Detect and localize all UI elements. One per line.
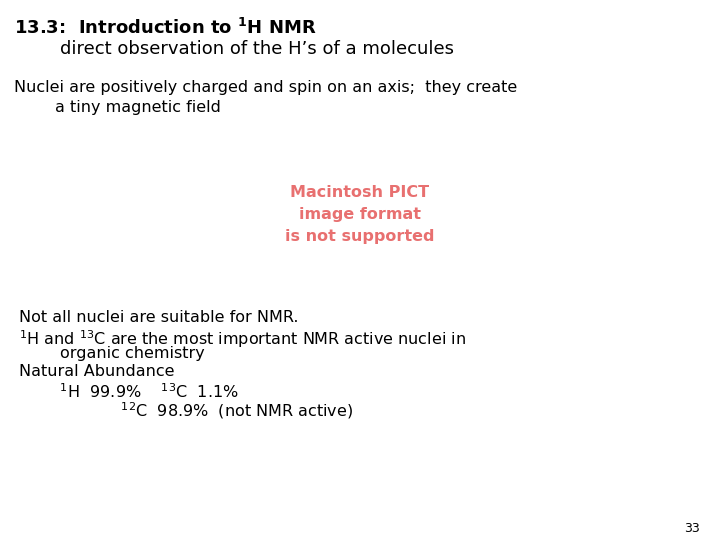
Text: Macintosh PICT
image format
is not supported: Macintosh PICT image format is not suppo… <box>285 185 435 245</box>
Text: Nuclei are positively charged and spin on an axis;  they create: Nuclei are positively charged and spin o… <box>14 80 517 95</box>
Text: $\mathregular{^{12}}$C  98.9%  (not NMR active): $\mathregular{^{12}}$C 98.9% (not NMR ac… <box>19 400 353 421</box>
Text: direct observation of the H’s of a molecules: direct observation of the H’s of a molec… <box>14 40 454 58</box>
Text: Natural Abundance: Natural Abundance <box>19 364 174 379</box>
Text: Not all nuclei are suitable for NMR.: Not all nuclei are suitable for NMR. <box>19 310 299 325</box>
Text: $\mathregular{^1}$H and $\mathregular{^{13}}$C are the most important NMR active: $\mathregular{^1}$H and $\mathregular{^{… <box>19 328 466 350</box>
Text: organic chemistry: organic chemistry <box>19 346 204 361</box>
Text: 13.3:  Introduction to $\mathregular{^1}$H NMR: 13.3: Introduction to $\mathregular{^1}$… <box>14 18 317 38</box>
Text: $\mathregular{^1}$H  99.9%    $\mathregular{^{13}}$C  1.1%: $\mathregular{^1}$H 99.9% $\mathregular{… <box>19 382 239 401</box>
Text: a tiny magnetic field: a tiny magnetic field <box>14 100 221 115</box>
Text: 33: 33 <box>684 522 700 535</box>
